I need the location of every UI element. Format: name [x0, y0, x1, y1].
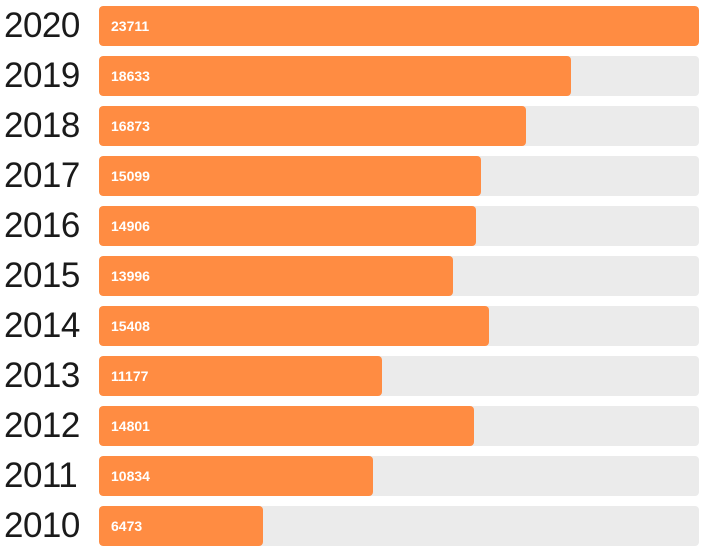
bar [99, 206, 477, 246]
bar-value-label: 16873 [111, 118, 150, 134]
bar-value-label: 14801 [111, 418, 150, 434]
bar [99, 306, 489, 346]
bar-track: 14801 [99, 406, 699, 446]
bar-track: 15408 [99, 306, 699, 346]
bar-track: 18633 [99, 56, 699, 96]
bar [99, 56, 571, 96]
bar-value-label: 6473 [111, 518, 143, 534]
category-label: 2011 [4, 456, 78, 495]
bar-row: 2019 18633 [0, 56, 706, 96]
bar-track: 6473 [99, 506, 699, 546]
bar [99, 6, 699, 46]
category-label: 2016 [4, 206, 80, 245]
bar-row: 2014 15408 [0, 306, 706, 346]
bar-value-label: 11177 [111, 368, 149, 384]
bar-row: 2013 11177 [0, 356, 706, 396]
bar-row: 2015 13996 [0, 256, 706, 296]
category-label: 2015 [4, 256, 80, 295]
bar [99, 456, 374, 496]
bar-track: 13996 [99, 256, 699, 296]
bar-track: 15099 [99, 156, 699, 196]
bar [99, 506, 263, 546]
bar-value-label: 13996 [111, 268, 150, 284]
category-label: 2019 [4, 56, 80, 95]
bar-track: 23711 [99, 6, 699, 46]
bar [99, 406, 474, 446]
category-label: 2018 [4, 106, 80, 145]
bar-value-label: 15408 [111, 318, 150, 334]
bar-value-label: 18633 [111, 68, 150, 84]
category-label: 2010 [4, 506, 80, 545]
category-label: 2012 [4, 406, 80, 445]
bar-row: 2010 6473 [0, 506, 706, 546]
bar-row: 2017 15099 [0, 156, 706, 196]
bar-row: 2016 14906 [0, 206, 706, 246]
bar [99, 106, 526, 146]
category-label: 2017 [4, 156, 80, 195]
bar-track: 16873 [99, 106, 699, 146]
bar-row: 2020 23711 [0, 6, 706, 46]
bar-track: 10834 [99, 456, 699, 496]
category-label: 2014 [4, 306, 80, 345]
bar [99, 156, 482, 196]
bar-value-label: 14906 [111, 218, 150, 234]
bar-value-label: 10834 [111, 468, 150, 484]
bar-track: 14906 [99, 206, 699, 246]
bar-row: 2012 14801 [0, 406, 706, 446]
bar-row: 2018 16873 [0, 106, 706, 146]
bar [99, 356, 382, 396]
bar [99, 256, 454, 296]
bar-value-label: 23711 [111, 18, 150, 34]
bar-value-label: 15099 [111, 168, 150, 184]
category-label: 2020 [4, 6, 80, 45]
category-label: 2013 [4, 356, 80, 395]
bar-row: 2011 10834 [0, 456, 706, 496]
bar-track: 11177 [99, 356, 699, 396]
